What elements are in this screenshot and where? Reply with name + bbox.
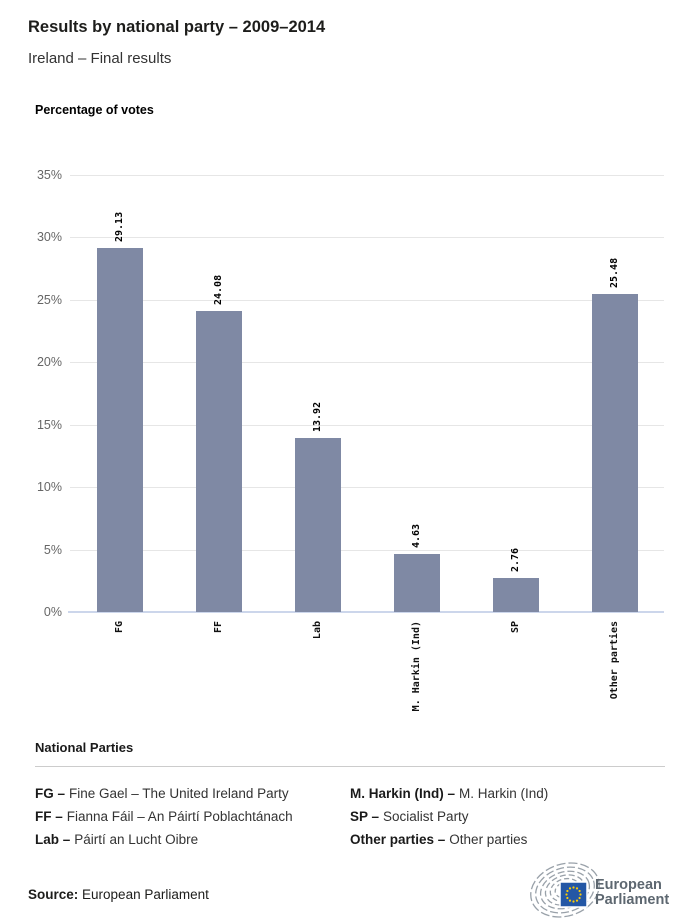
source-value: European Parliament bbox=[82, 887, 209, 902]
bar-m-harkin-ind bbox=[393, 554, 440, 612]
bar-other-parties bbox=[591, 293, 638, 612]
bar-value-label: 4.63 bbox=[410, 524, 422, 549]
party-abbr: M. Harkin (Ind) – bbox=[350, 786, 456, 801]
party-name: M. Harkin (Ind) bbox=[459, 786, 549, 801]
eu-flag-icon bbox=[559, 881, 588, 908]
x-axis-category-label: FF bbox=[212, 621, 224, 634]
y-gridline bbox=[70, 237, 664, 239]
party-name: Páirtí an Lucht Oibre bbox=[74, 832, 199, 847]
x-axis-category-label: Lab bbox=[311, 621, 323, 640]
y-axis-tick-label: 0% bbox=[43, 605, 62, 619]
legend-column-right: M. Harkin (Ind) – M. Harkin (Ind) SP – Soc… bbox=[350, 782, 665, 851]
source-label: Source: bbox=[28, 887, 79, 902]
y-gridline bbox=[70, 299, 664, 301]
legend-entry: FG – Fine Gael – The United Ireland Party bbox=[35, 782, 350, 805]
party-name: Fine Gael – The United Ireland Party bbox=[69, 786, 289, 801]
y-gridline bbox=[70, 549, 664, 551]
bar-value-label: 24.08 bbox=[212, 275, 224, 306]
page-subtitle: Ireland – Final results bbox=[28, 50, 172, 67]
y-gridline bbox=[70, 424, 664, 426]
european-parliament-logo: European Parliament bbox=[530, 862, 669, 918]
bar-lab bbox=[294, 438, 341, 612]
x-axis-category-label: M. Harkin (Ind) bbox=[410, 621, 422, 712]
party-name: Socialist Party bbox=[383, 809, 469, 824]
page-title: Results by national party – 2009–2014 bbox=[28, 18, 326, 36]
bar-value-label: 2.76 bbox=[509, 547, 521, 572]
legend-heading: National Parties bbox=[35, 740, 134, 755]
party-abbr: Lab – bbox=[35, 832, 71, 847]
logo-text-line2: Parliament bbox=[595, 892, 669, 908]
legend-entry: FF – Fianna Fáil – An Páirtí Poblachtánac… bbox=[35, 805, 350, 828]
party-abbr: Other parties – bbox=[350, 832, 446, 847]
national-parties-legend: National Parties FG – Fine Gael – The Uni… bbox=[35, 740, 665, 851]
bar-chart-plot-area: 0% 5% 10% 15% 20% 25% 30% 35% 29.13 FG 24.08 FF 13.9… bbox=[36, 168, 664, 712]
y-axis-tick-label: 15% bbox=[36, 417, 62, 432]
y-axis-tick-label: 25% bbox=[36, 292, 62, 307]
x-axis-category-label: SP bbox=[509, 621, 521, 634]
y-gridline bbox=[70, 487, 664, 489]
party-name: Other parties bbox=[449, 832, 528, 847]
bar-ff bbox=[195, 311, 242, 612]
bar-value-label: 29.13 bbox=[113, 212, 125, 243]
logo-text-line1: European bbox=[595, 877, 662, 893]
y-axis-tick-label: 5% bbox=[43, 542, 62, 557]
bar-value-label: 25.48 bbox=[608, 257, 620, 288]
legend-divider bbox=[35, 766, 665, 767]
party-name: Fianna Fáil – An Páirtí Poblachtánach bbox=[66, 809, 293, 824]
legend-columns: FG – Fine Gael – The United Ireland Party… bbox=[35, 782, 665, 851]
y-gridline bbox=[70, 175, 664, 176]
bar-sp bbox=[492, 577, 539, 612]
legend-entry: M. Harkin (Ind) – M. Harkin (Ind) bbox=[350, 782, 665, 805]
y-gridline bbox=[70, 362, 664, 364]
source-line: Source: European Parliament bbox=[28, 887, 209, 902]
legend-entry: Other parties – Other parties bbox=[350, 828, 665, 851]
legend-entry: SP – Socialist Party bbox=[350, 805, 665, 828]
legend-entry: Lab – Páirtí an Lucht Oibre bbox=[35, 828, 350, 851]
y-axis-tick-label: 30% bbox=[36, 230, 62, 245]
bar-value-label: 13.92 bbox=[311, 402, 323, 433]
x-axis-category-label: FG bbox=[113, 621, 125, 634]
y-axis-tick-label: 35% bbox=[36, 168, 62, 182]
bar-fg bbox=[96, 248, 143, 612]
chart-axis-title: Percentage of votes bbox=[35, 103, 154, 117]
y-axis-tick-label: 10% bbox=[36, 480, 62, 495]
party-abbr: FF – bbox=[35, 809, 63, 824]
y-axis-tick-label: 20% bbox=[36, 355, 62, 370]
party-abbr: SP – bbox=[350, 809, 380, 824]
legend-column-left: FG – Fine Gael – The United Ireland Party… bbox=[35, 782, 350, 851]
party-abbr: FG – bbox=[35, 786, 66, 801]
x-axis-category-label: Other parties bbox=[608, 621, 620, 700]
x-axis-line bbox=[68, 611, 664, 613]
